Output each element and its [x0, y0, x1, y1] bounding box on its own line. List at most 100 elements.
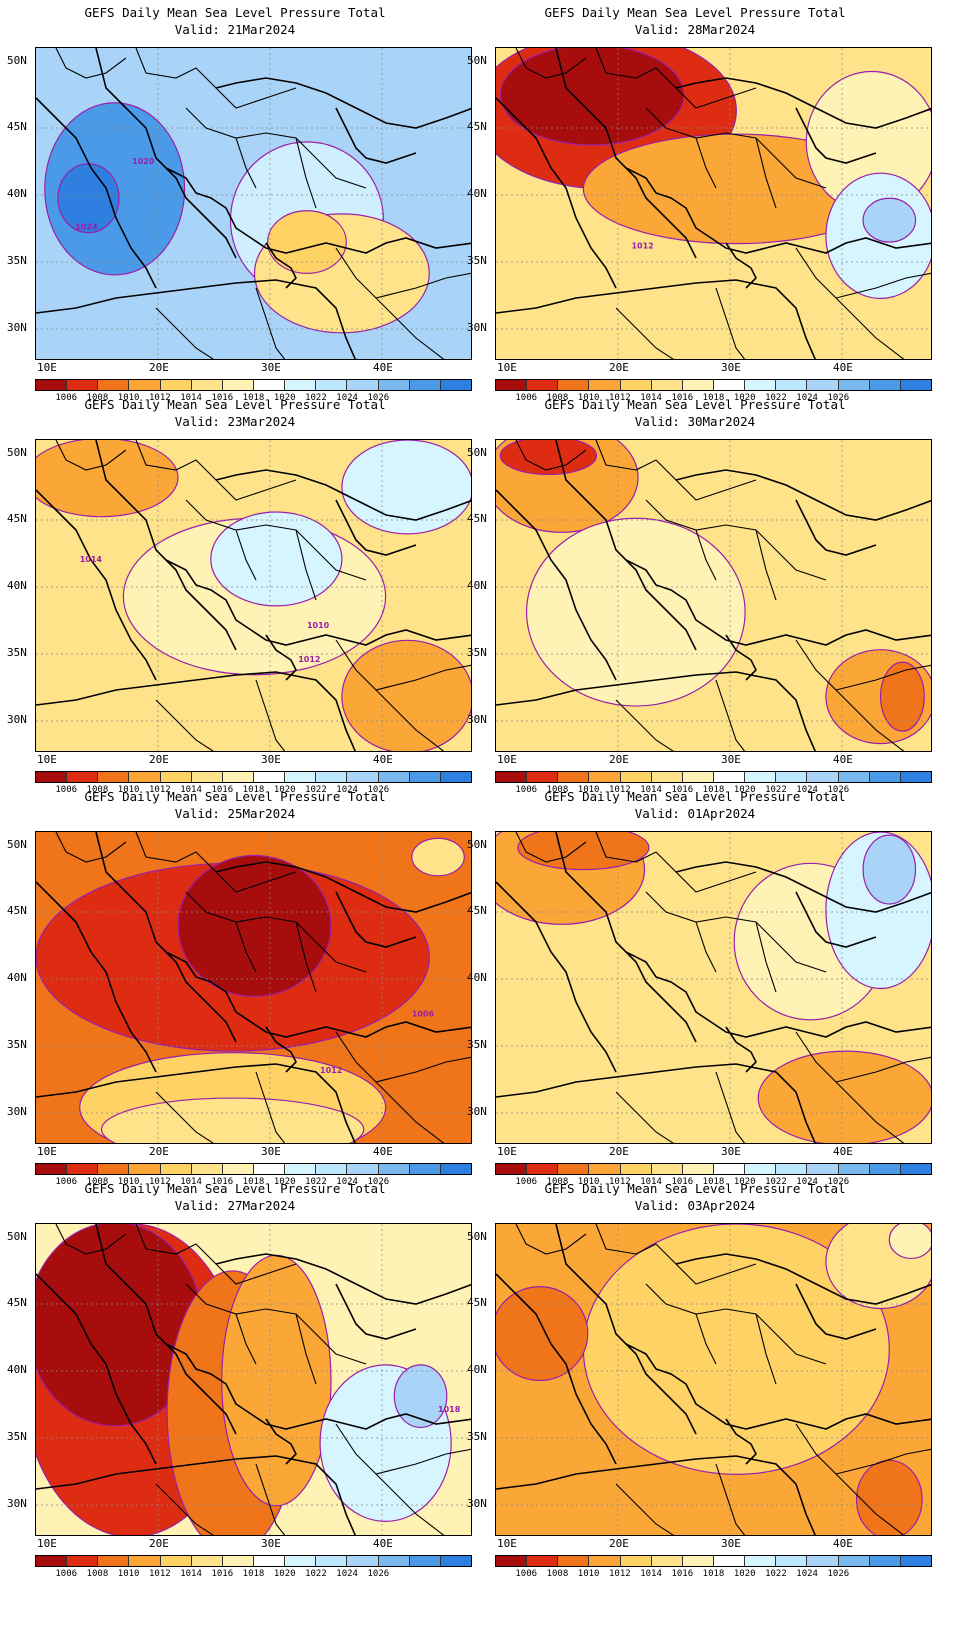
coastline	[496, 832, 931, 1143]
colorbar-label: 1016	[211, 393, 234, 403]
longitude-label: 20E	[609, 1537, 629, 1550]
colorbar-label: 1008	[86, 393, 109, 403]
colorbar-swatch	[589, 772, 621, 782]
colorbar-swatch	[129, 380, 161, 390]
colorbar-swatch	[776, 772, 808, 782]
latitude-label: 30N	[467, 321, 487, 334]
pressure-map-svg: 1012	[496, 48, 931, 359]
colorbar-label: 1022	[305, 1569, 327, 1579]
longitude-label: 30E	[721, 1145, 741, 1158]
latitude-label: 30N	[7, 713, 27, 726]
colorbar-swatch	[682, 1556, 714, 1566]
contour-label: 1012	[320, 1066, 342, 1075]
colorbar-label: 1006	[515, 1177, 538, 1187]
colorbar-swatch	[558, 772, 590, 782]
colorbar-label: 1022	[305, 393, 327, 403]
colorbar-swatch	[378, 1164, 410, 1174]
longitude-label: 20E	[149, 1537, 169, 1550]
colorbar-swatch	[527, 1164, 559, 1174]
latitude-label: 35N	[467, 1038, 487, 1051]
colorbar-label: 1012	[609, 785, 631, 795]
colorbar-label: 1022	[305, 1177, 327, 1187]
valid-date: Valid: 03Apr2024	[634, 1198, 756, 1213]
latitude-label: 50N	[7, 1230, 27, 1243]
longitude-label: 40E	[373, 361, 393, 374]
contour-label: 1010	[307, 621, 330, 630]
longitude-label: 40E	[833, 361, 853, 374]
colorbar-label: 1006	[55, 785, 78, 795]
colorbar	[35, 771, 472, 783]
colorbar-label: 1008	[546, 1177, 569, 1187]
colorbar-swatch	[776, 380, 808, 390]
colorbar-label: 1008	[546, 1569, 569, 1579]
pressure-map: 1012	[495, 47, 932, 360]
colorbar-label: 1020	[733, 1569, 756, 1579]
colorbar-label: 1014	[180, 1177, 202, 1187]
latitude-label: 45N	[467, 512, 487, 525]
colorbar-swatch	[682, 1164, 714, 1174]
colorbar-swatch	[440, 772, 471, 782]
contour-label: 1020	[132, 157, 155, 166]
colorbar-swatch	[191, 380, 223, 390]
map-panel: GEFS Daily Mean Sea Level Pressure Total…	[0, 0, 472, 408]
panel-title: GEFS Daily Mean Sea Level Pressure Total	[84, 1181, 386, 1196]
latitude-label: 45N	[467, 1296, 487, 1309]
colorbar-swatch	[378, 380, 410, 390]
colorbar-swatch	[900, 380, 931, 390]
colorbar-swatch	[682, 380, 714, 390]
colorbar-label: 1010	[577, 785, 600, 795]
longitude-label: 40E	[373, 1145, 393, 1158]
colorbar-swatch	[160, 1164, 192, 1174]
country-borders	[55, 832, 471, 1143]
valid-date: Valid: 01Apr2024	[634, 806, 756, 821]
colorbar-label: 1018	[702, 393, 725, 403]
colorbar-label: 1022	[765, 393, 787, 403]
colorbar-swatch	[838, 772, 870, 782]
colorbar-swatch	[253, 772, 286, 782]
colorbar-label: 1024	[796, 1177, 818, 1187]
colorbar-label: 1026	[367, 1177, 390, 1187]
colorbar-label: 1016	[211, 1569, 234, 1579]
colorbar-label: 1012	[609, 1569, 631, 1579]
colorbar-swatch	[527, 772, 559, 782]
colorbar-swatch	[378, 772, 410, 782]
colorbar-label: 1016	[211, 1177, 234, 1187]
colorbar-swatch	[745, 1556, 777, 1566]
colorbar-swatch	[98, 380, 130, 390]
pressure-map-svg	[496, 1224, 931, 1535]
colorbar-swatch	[36, 1164, 68, 1174]
colorbar-label: 1024	[796, 1569, 818, 1579]
country-borders	[515, 1224, 931, 1535]
panel-title: GEFS Daily Mean Sea Level Pressure Total	[544, 1181, 846, 1196]
pressure-region	[341, 639, 471, 751]
latitude-label: 35N	[467, 1430, 487, 1443]
latitude-label: 45N	[467, 120, 487, 133]
colorbar-label: 1020	[733, 393, 756, 403]
longitude-label: 40E	[373, 1537, 393, 1550]
valid-date: Valid: 28Mar2024	[634, 22, 756, 37]
colorbar-swatch	[620, 380, 652, 390]
colorbar-label: 1020	[273, 785, 296, 795]
latitude-label: 40N	[7, 1363, 27, 1376]
colorbar-label: 1022	[305, 785, 327, 795]
colorbar-label: 1024	[336, 1177, 358, 1187]
longitude-label: 40E	[833, 753, 853, 766]
colorbar-label: 1018	[242, 1177, 265, 1187]
colorbar-label: 1008	[86, 1569, 109, 1579]
contour-label: 1024	[75, 223, 98, 232]
longitude-label: 10E	[497, 361, 517, 374]
pressure-region	[757, 1050, 931, 1143]
latitude-label: 35N	[7, 1430, 27, 1443]
pressure-region	[525, 517, 746, 707]
colorbar-swatch	[347, 1556, 379, 1566]
colorbar-label: 1026	[827, 1569, 850, 1579]
colorbar-label: 1006	[515, 1569, 538, 1579]
colorbar-swatch	[745, 1164, 777, 1174]
longitude-label: 20E	[149, 1145, 169, 1158]
colorbar-swatch	[620, 1556, 652, 1566]
contour-label: 1006	[412, 1010, 435, 1019]
colorbar-swatch	[129, 1164, 161, 1174]
colorbar-swatch	[440, 1556, 471, 1566]
pressure-map	[495, 439, 932, 752]
longitude-label: 20E	[609, 361, 629, 374]
